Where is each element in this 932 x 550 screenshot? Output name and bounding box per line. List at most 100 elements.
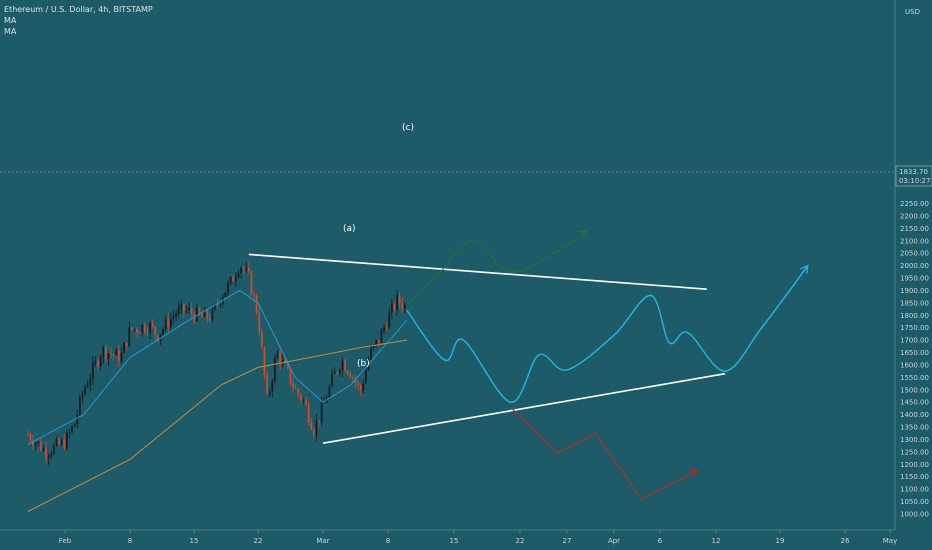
time-tick-label: 8 (386, 537, 390, 545)
candle-body (258, 313, 261, 333)
bearish-projection-path (510, 406, 698, 500)
time-tick-label: 15 (190, 537, 199, 545)
price-tick-label: 1350.00 (900, 424, 929, 432)
candle-body (253, 294, 255, 296)
time-axis-panel[interactable] (0, 530, 932, 550)
candle-body (271, 381, 274, 392)
candle-body (55, 439, 58, 446)
candle-body (247, 268, 250, 272)
candle-body (377, 340, 380, 343)
candle-body (242, 267, 245, 270)
candle-body (279, 352, 281, 365)
candle-body (232, 276, 235, 282)
candle-body (154, 326, 157, 335)
candle-body (169, 318, 172, 328)
candle-body (149, 323, 151, 333)
candle-body (190, 308, 193, 314)
time-tick-label: Mar (316, 537, 329, 545)
time-tick-label: 19 (776, 537, 785, 545)
candle-body (164, 319, 167, 330)
price-tick-label: 1000.00 (900, 511, 929, 519)
price-tick-label: 1150.00 (900, 473, 929, 481)
price-tick-label: 2000.00 (900, 262, 929, 270)
price-tick-label: 1450.00 (900, 399, 929, 407)
candle-body (133, 329, 136, 330)
main-projection-arrow-icon (800, 264, 809, 274)
candle-body (385, 327, 388, 329)
price-tick-label: 2050.00 (900, 250, 929, 258)
candle-body (302, 399, 305, 401)
candle-body (331, 373, 333, 387)
candle-body (346, 370, 349, 374)
time-tick-label: 12 (712, 537, 721, 545)
candle-body (351, 377, 354, 379)
price-tick-label: 1750.00 (900, 324, 929, 332)
candle-body (370, 348, 372, 359)
candle-body (383, 327, 385, 331)
candle-body (65, 432, 68, 449)
bullish-projection-path (406, 230, 587, 305)
candle-body (219, 304, 222, 305)
ma-fast-line (27, 289, 408, 445)
candle-body (229, 276, 232, 283)
candle-body (216, 304, 219, 306)
candle-body (104, 346, 107, 359)
candle-body (167, 319, 170, 328)
lines-layer (27, 230, 809, 512)
candle-body (388, 312, 391, 329)
indicator-ma-2[interactable]: MA (4, 27, 17, 36)
candle-body (297, 388, 300, 395)
ma-slow-line (27, 339, 407, 512)
candle-body (115, 349, 118, 356)
price-axis-panel[interactable] (895, 0, 932, 550)
lower-trendline (322, 372, 726, 444)
candle-body (180, 303, 183, 308)
time-tick-label: 8 (128, 537, 132, 545)
last-price-tag[interactable] (895, 165, 932, 187)
price-tick-label: 2250.00 (900, 200, 929, 208)
candle-body (362, 383, 365, 391)
candle-body (401, 303, 404, 309)
time-tick-label: Feb (59, 537, 72, 545)
candle-body (130, 327, 133, 330)
price-tick-label: 1550.00 (900, 374, 929, 382)
candle-body (112, 354, 115, 356)
candle-body (224, 292, 227, 298)
time-tick-label: Apr (608, 537, 620, 545)
candle-body (177, 307, 180, 314)
candle-body (250, 271, 253, 295)
candle-body (336, 372, 339, 374)
candle-body (78, 396, 81, 415)
time-tick-label: 6 (658, 537, 663, 545)
price-tick-label: 1300.00 (900, 436, 929, 444)
wave-c-label: (c) (402, 123, 414, 133)
candle-body (94, 360, 97, 363)
candle-body (68, 432, 71, 433)
candle-body (240, 267, 242, 273)
price-tick-label: 2100.00 (900, 237, 929, 245)
symbol-title[interactable]: Ethereum / U.S. Dollar, 4h, BITSTAMP (4, 5, 153, 14)
candle-body (294, 387, 297, 389)
candle-body (396, 295, 398, 310)
candle-body (29, 434, 32, 441)
candle-body (328, 386, 331, 399)
candle-body (81, 394, 84, 397)
candles-layer (26, 261, 406, 466)
candle-body (289, 368, 292, 384)
candle-body (76, 414, 79, 424)
indicator-ma-1[interactable]: MA (4, 16, 17, 25)
candle-body (102, 346, 105, 358)
candle-body (32, 440, 34, 446)
candle-body (305, 399, 307, 405)
candle-body (325, 398, 328, 403)
candle-body (201, 313, 203, 317)
candle-body (110, 353, 112, 355)
candle-body (175, 313, 177, 317)
candle-body (141, 325, 144, 333)
price-tick-label: 1850.00 (900, 299, 929, 307)
time-tick-label: 22 (516, 537, 525, 545)
candle-body (268, 391, 271, 394)
candle-body (266, 374, 268, 394)
candle-body (203, 310, 206, 317)
